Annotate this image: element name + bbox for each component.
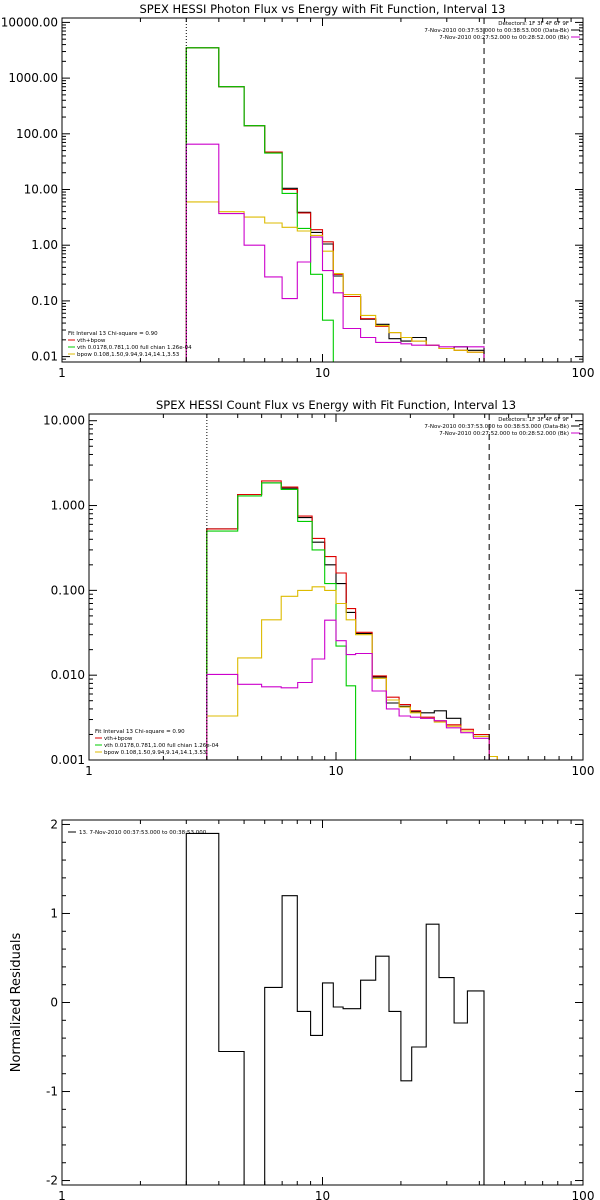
- series-line-2: [185, 47, 485, 362]
- series-line-1: [185, 47, 485, 362]
- info-right-line: Detectors: 1F 3F 4F 6F 9F: [498, 21, 569, 27]
- info-right-line: 7-Nov-2010 00:37:53.000 to 00:38:53.000 …: [424, 424, 569, 430]
- y-tick-label: -1: [46, 1085, 58, 1099]
- x-tick-label: 10: [328, 764, 343, 778]
- count-flux-panel: SPEX HESSI Count Flux vs Energy with Fit…: [43, 398, 595, 778]
- info-left-line: vth+bpow: [77, 338, 106, 344]
- y-tick-label: 1.000: [51, 499, 85, 513]
- series-line-0: [185, 832, 485, 1185]
- x-tick-label: 1: [85, 764, 93, 778]
- series-group: [206, 480, 520, 760]
- y-tick-label: -2: [46, 1174, 58, 1188]
- y-tick-label: 0.001: [51, 753, 85, 767]
- series-group: [185, 47, 485, 362]
- chart-title: SPEX HESSI Photon Flux vs Energy with Fi…: [139, 2, 505, 16]
- series-line-1: [206, 480, 520, 760]
- series-line-4: [206, 619, 490, 760]
- y-tick-label: 1.00: [31, 238, 58, 252]
- x-tick-label: 1: [58, 1189, 66, 1200]
- x-tick-label: 10: [315, 366, 330, 380]
- x-tick-label: 100: [572, 366, 595, 380]
- series-line-0: [206, 482, 490, 760]
- y-tick-label: 0.10: [31, 294, 58, 308]
- series-line-3: [185, 201, 485, 362]
- info-right-line: 7-Nov-2010 00:37:53.000 to 00:38:53.000 …: [424, 28, 569, 34]
- series-line-3: [206, 586, 520, 760]
- x-tick-label: 100: [572, 764, 595, 778]
- info-right-line: 7-Nov-2010 00:27:52.000 to 00:28:52.000 …: [439, 431, 569, 437]
- photon-flux-panel: SPEX HESSI Photon Flux vs Energy with Fi…: [1, 2, 595, 380]
- y-tick-label: 0.01: [31, 350, 58, 364]
- legend-label: 13. 7-Nov-2010 00:37:53.000 to 00:38:53.…: [79, 830, 207, 836]
- residuals-panel: 1 10 100 -2 -1 0 1 2 Normalized Residuals 13. 7-N…: [9, 817, 594, 1200]
- chart-title: SPEX HESSI Count Flux vs Energy with Fit…: [156, 398, 516, 412]
- y-tick-label: 10.000: [43, 414, 85, 428]
- info-left-line: Fit Interval 13 Chi-square = 0.90: [68, 331, 158, 337]
- x-tick-label: 1: [58, 366, 66, 380]
- info-right-line: 7-Nov-2010 00:27:52.000 to 00:28:52.000 …: [439, 35, 569, 41]
- y-tick-label: 1: [50, 906, 58, 920]
- y-tick-label: 2: [50, 817, 58, 831]
- info-left-line: vth 0.0178,0.781,1.00 full chian 1.26e-0…: [77, 345, 192, 351]
- info-right-line: Detectors: 1F 3F 4F 6F 9F: [498, 417, 569, 423]
- y-axis-label: Normalized Residuals: [9, 933, 24, 1073]
- y-tick-label: 0: [50, 996, 58, 1010]
- y-tick-label: 10000.00: [1, 15, 58, 29]
- y-tick-label: 10.00: [24, 183, 58, 197]
- x-tick-label: 10: [315, 1189, 330, 1200]
- info-left-line: vth 0.0178,0.781,1.00 full chian 1.26e-0…: [104, 743, 219, 749]
- info-left-line: bpow 0.108,1.50,9.94,9.14,14.1,3.53: [77, 352, 180, 358]
- info-left-line: bpow 0.108,1.50,9.94,9.14,14.1,3.53: [104, 750, 207, 756]
- info-left-line: Fit Interval 13 Chi-square = 0.90: [95, 729, 185, 735]
- series-line-4: [185, 143, 485, 362]
- info-left-line: vth+bpow: [104, 736, 133, 742]
- series-line-0: [185, 47, 485, 362]
- x-tick-label: 100: [572, 1189, 595, 1200]
- y-tick-label: 100.00: [16, 127, 58, 141]
- y-tick-label: 0.100: [51, 583, 85, 597]
- series-group: [185, 832, 485, 1185]
- y-tick-label: 0.010: [51, 668, 85, 682]
- series-line-2: [206, 482, 490, 760]
- y-tick-label: 1000.00: [8, 71, 58, 85]
